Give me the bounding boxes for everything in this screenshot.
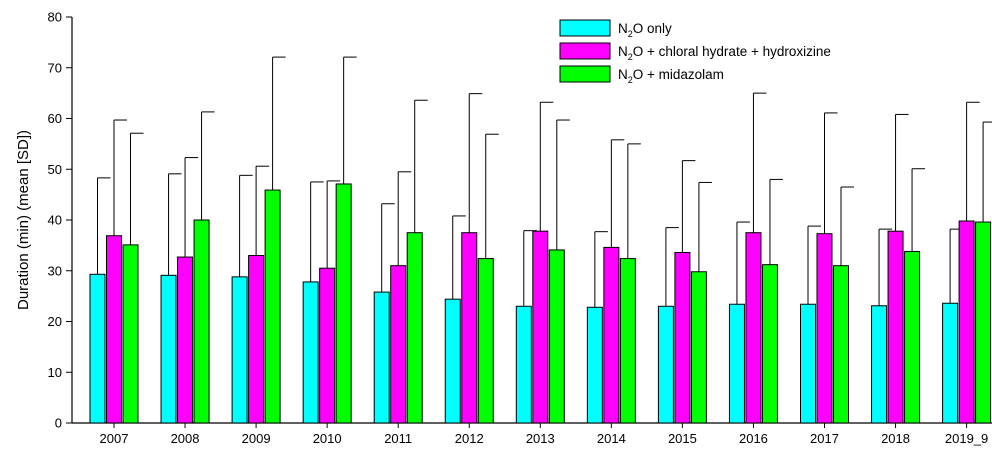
- bar-3-2019_9: [975, 221, 992, 424]
- plot-area: 0 10 20 30 40 50 60 70 80 2007 2008 2009 2010 2011 201…: [48, 10, 992, 446]
- bar-3-2008: [193, 219, 210, 424]
- x-tick-label: 2017: [810, 431, 839, 446]
- bar-1-2007: [89, 273, 106, 424]
- x-tick-label: 2014: [597, 431, 626, 446]
- legend-swatch: [559, 42, 611, 60]
- x-tick-label: 2011: [384, 431, 412, 446]
- bar-3-2017: [833, 265, 849, 424]
- bar-3-2015: [690, 271, 707, 424]
- bar-1-2009: [231, 276, 248, 424]
- bar-2-2015: [674, 251, 691, 424]
- bar-3-2016: [761, 264, 778, 424]
- bar-1-2016: [728, 303, 745, 424]
- bar-2-2010: [319, 267, 336, 424]
- bar-2-2016: [745, 232, 762, 424]
- y-tick-label: 50: [48, 162, 62, 177]
- legend-swatch: [559, 65, 611, 83]
- y-tick-label: 70: [48, 60, 62, 75]
- x-tick-label: 2007: [100, 431, 129, 446]
- bar-3-2007: [122, 244, 139, 424]
- bar-2-2012: [461, 232, 478, 424]
- bar-3-2012: [477, 258, 494, 424]
- x-tick-label: 2009: [242, 431, 271, 446]
- bar-3-2013: [548, 249, 565, 424]
- y-tick-label: 20: [48, 314, 62, 329]
- bar-3-2009: [264, 189, 281, 424]
- legend-swatch: [559, 19, 611, 37]
- legend: N2O only N2O + chloral hydrate + hydroxiz…: [559, 19, 831, 85]
- legend-label: N2O + midazolam: [618, 67, 724, 85]
- y-axis-title: Duration (min) (mean [SD]): [15, 130, 32, 310]
- x-tick-label: 2010: [313, 431, 342, 446]
- bar-2-2019_9: [958, 220, 975, 424]
- bar-3-2010: [335, 183, 352, 424]
- bar-1-2010: [302, 281, 319, 424]
- bar-3-2011: [406, 232, 423, 424]
- legend-label: N2O + chloral hydrate + hydroxizine: [618, 44, 831, 62]
- x-tick-label: 2013: [526, 431, 555, 446]
- bar-2-2011: [390, 265, 407, 424]
- bar-3-2014: [619, 258, 636, 424]
- y-tick-label: 0: [55, 416, 62, 431]
- bar-2-2007: [106, 235, 122, 424]
- x-tick-label: 2008: [171, 431, 200, 446]
- bar-2-2017: [816, 233, 833, 424]
- bar-2-2014: [603, 246, 620, 424]
- bar-2-2013: [532, 230, 549, 424]
- bar-2-2008: [177, 256, 194, 424]
- x-tick-label: 2016: [739, 431, 768, 446]
- bar-1-2014: [586, 306, 603, 424]
- x-tick-label: 2015: [668, 431, 697, 446]
- bar-1-2018: [871, 305, 888, 424]
- bar-1-2011: [373, 291, 390, 424]
- y-tick-label: 30: [48, 263, 62, 278]
- bar-1-2019_9: [942, 302, 959, 424]
- bar-1-2013: [515, 305, 532, 424]
- bar-1-2017: [800, 303, 816, 424]
- bar-1-2008: [160, 274, 177, 424]
- x-tick-label: 2012: [455, 431, 484, 446]
- y-tick-label: 60: [48, 111, 62, 126]
- bar-2-2018: [887, 230, 904, 424]
- y-tick-label: 80: [48, 10, 62, 25]
- y-tick-label: 10: [48, 365, 62, 380]
- y-tick-label: 40: [48, 213, 62, 228]
- bar-1-2015: [657, 305, 674, 424]
- x-tick-label: 2018: [881, 431, 910, 446]
- bar-3-2018: [904, 250, 921, 424]
- x-tick-label: 2019_9: [945, 431, 988, 446]
- bar-2-2009: [248, 255, 265, 424]
- bar-1-2012: [444, 298, 461, 424]
- legend-label: N2O only: [618, 21, 672, 39]
